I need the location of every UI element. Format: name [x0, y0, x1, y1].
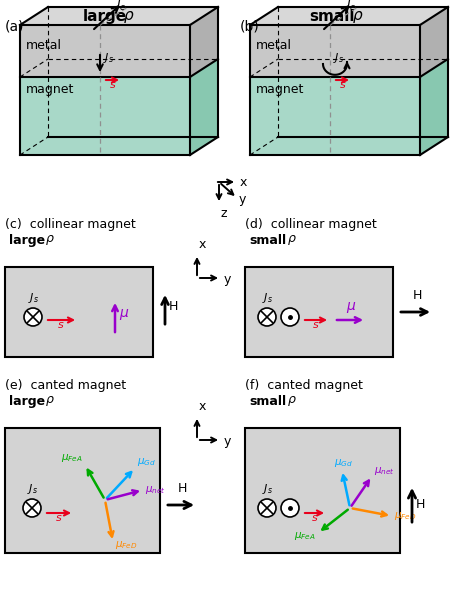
Circle shape [258, 499, 276, 517]
Text: y: y [224, 435, 231, 447]
Text: $J_s$: $J_s$ [103, 51, 114, 65]
Text: (a): (a) [5, 20, 25, 34]
Text: small: small [249, 395, 286, 408]
Text: $J_s$: $J_s$ [27, 482, 37, 496]
Circle shape [23, 499, 41, 517]
Text: $\mu_{FeD}$: $\mu_{FeD}$ [394, 510, 417, 522]
Text: (d)  collinear magnet: (d) collinear magnet [245, 218, 377, 231]
Text: s: s [340, 80, 346, 90]
Text: x: x [240, 177, 247, 189]
Text: H: H [413, 289, 422, 302]
Text: $\rho$: $\rho$ [352, 9, 364, 25]
Text: s: s [58, 320, 64, 330]
Polygon shape [250, 7, 448, 25]
Text: $\mu_{FeD}$: $\mu_{FeD}$ [115, 539, 137, 551]
Text: $J_s$: $J_s$ [262, 291, 273, 305]
Text: $\rho$: $\rho$ [45, 394, 55, 408]
Text: H: H [178, 482, 187, 495]
Text: large: large [83, 9, 127, 24]
Bar [245, 428, 400, 553]
Polygon shape [420, 59, 448, 155]
Polygon shape [250, 77, 420, 155]
Text: (c)  collinear magnet: (c) collinear magnet [5, 218, 136, 231]
Text: (e)  canted magnet: (e) canted magnet [5, 379, 126, 392]
Polygon shape [48, 7, 218, 137]
Text: H: H [416, 498, 425, 511]
Text: metal: metal [256, 39, 292, 52]
Polygon shape [278, 7, 448, 137]
Text: $J_s$: $J_s$ [333, 51, 344, 65]
Text: magnet: magnet [256, 83, 304, 96]
Text: x: x [199, 400, 206, 413]
Text: y: y [239, 194, 246, 207]
Circle shape [281, 308, 299, 326]
Text: large: large [9, 234, 45, 247]
Polygon shape [250, 59, 448, 77]
Text: large: large [9, 395, 45, 408]
Circle shape [258, 308, 276, 326]
Polygon shape [420, 7, 448, 77]
Text: s: s [313, 320, 319, 330]
Polygon shape [250, 25, 420, 77]
Text: small: small [309, 9, 355, 24]
Text: small: small [249, 234, 286, 247]
Text: $\mu$: $\mu$ [346, 300, 356, 315]
Text: $J_s$: $J_s$ [262, 482, 273, 496]
Polygon shape [190, 7, 218, 77]
Text: $J_c$: $J_c$ [344, 0, 356, 13]
Text: $\mu_{FeA}$: $\mu_{FeA}$ [61, 452, 83, 464]
Text: $\mu_{Gd}$: $\mu_{Gd}$ [335, 457, 354, 469]
Text: $\rho$: $\rho$ [287, 233, 297, 247]
Text: $J_s$: $J_s$ [27, 291, 38, 305]
Text: (b): (b) [240, 20, 260, 34]
Text: $\mu_{FeA}$: $\mu_{FeA}$ [294, 530, 316, 542]
Text: s: s [56, 513, 62, 523]
Text: $\mu_{net}$: $\mu_{net}$ [374, 465, 395, 477]
Circle shape [24, 308, 42, 326]
Polygon shape [190, 59, 218, 155]
Text: $\rho$: $\rho$ [287, 394, 297, 408]
Text: $\mu_{Gd}$: $\mu_{Gd}$ [137, 456, 156, 468]
Text: $\mu$: $\mu$ [119, 307, 129, 322]
Circle shape [281, 499, 299, 517]
Polygon shape [20, 7, 218, 25]
Text: y: y [224, 273, 231, 286]
Text: $\mu_{net}$: $\mu_{net}$ [145, 484, 166, 496]
Text: metal: metal [26, 39, 62, 52]
Text: $\rho$: $\rho$ [45, 233, 55, 247]
Bar [5, 428, 160, 553]
Text: H: H [169, 300, 178, 313]
Bar [5, 267, 153, 357]
Text: s: s [312, 513, 318, 523]
Text: (f)  canted magnet: (f) canted magnet [245, 379, 363, 392]
Polygon shape [20, 59, 218, 77]
Bar [245, 267, 393, 357]
Text: x: x [199, 238, 206, 251]
Text: magnet: magnet [26, 83, 74, 96]
Text: s: s [110, 80, 116, 90]
Polygon shape [20, 77, 190, 155]
Text: $J_c$: $J_c$ [114, 0, 127, 13]
Text: z: z [221, 207, 228, 220]
Text: $\rho$: $\rho$ [123, 9, 135, 25]
Polygon shape [20, 25, 190, 77]
